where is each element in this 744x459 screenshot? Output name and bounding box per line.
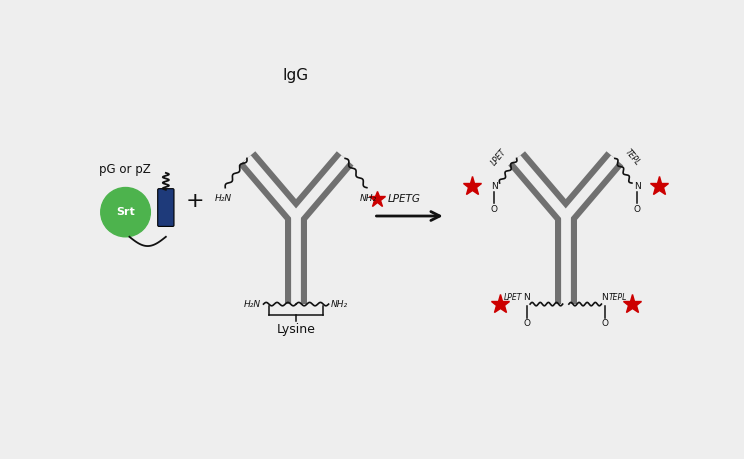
Text: N: N	[601, 293, 608, 302]
Text: LPET: LPET	[490, 147, 508, 167]
Text: TEPL: TEPL	[623, 147, 642, 167]
Text: H₂N: H₂N	[215, 194, 232, 203]
Text: H₂N: H₂N	[244, 300, 261, 308]
Text: LPET: LPET	[504, 293, 522, 302]
Text: N: N	[634, 182, 641, 190]
Text: O: O	[491, 205, 498, 213]
Text: Lysine: Lysine	[277, 323, 315, 336]
Text: NH₂: NH₂	[360, 194, 377, 203]
Text: NH₂: NH₂	[331, 300, 348, 308]
Text: pG or pZ: pG or pZ	[99, 163, 151, 176]
Text: IgG: IgG	[283, 67, 309, 83]
Text: O: O	[601, 319, 608, 329]
Text: O: O	[634, 205, 641, 213]
Text: LPETG: LPETG	[388, 194, 420, 204]
FancyBboxPatch shape	[158, 189, 174, 226]
Text: Srt: Srt	[116, 207, 135, 217]
Text: TEPL: TEPL	[609, 293, 627, 302]
Text: +: +	[186, 190, 205, 211]
Text: N: N	[491, 182, 498, 190]
Text: O: O	[524, 319, 530, 329]
Circle shape	[100, 188, 150, 237]
Text: N: N	[524, 293, 530, 302]
